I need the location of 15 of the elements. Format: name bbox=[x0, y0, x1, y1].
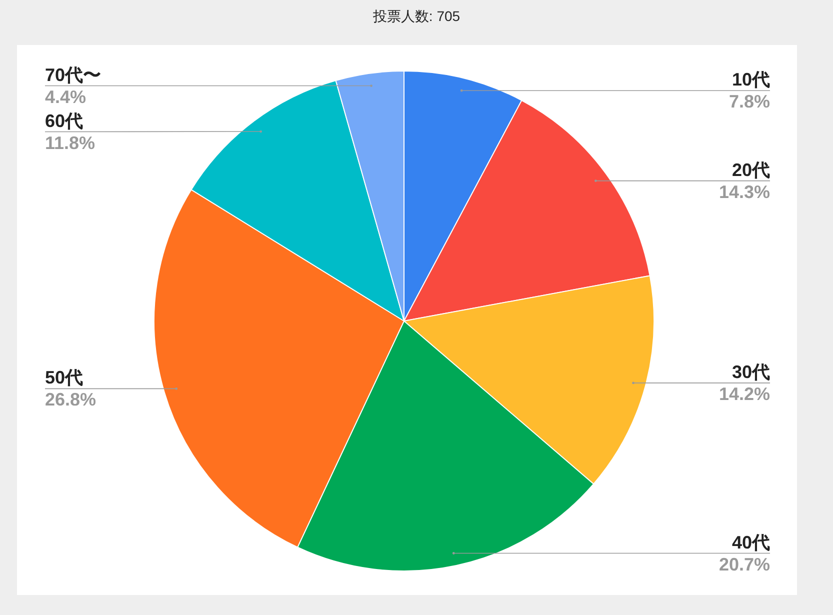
data-label: 20.7% bbox=[718, 554, 770, 574]
slice-label: 30代 bbox=[732, 362, 770, 382]
slice-label: 10代 bbox=[732, 70, 770, 90]
data-label: 11.8% bbox=[45, 132, 96, 153]
slice-label: 60代 bbox=[45, 110, 84, 131]
data-label: 26.8% bbox=[45, 390, 96, 410]
slice-label: 50代 bbox=[45, 368, 84, 388]
slice-label: 20代 bbox=[732, 160, 770, 180]
data-label: 4.4% bbox=[45, 86, 86, 107]
data-label: 14.2% bbox=[718, 384, 770, 404]
data-label: 7.8% bbox=[728, 92, 770, 112]
slice-label: 70代〜 bbox=[45, 64, 102, 85]
slice-label: 40代 bbox=[732, 532, 770, 552]
data-label: 14.3% bbox=[718, 182, 770, 202]
chart-title: 投票人数: 705 bbox=[372, 8, 460, 24]
